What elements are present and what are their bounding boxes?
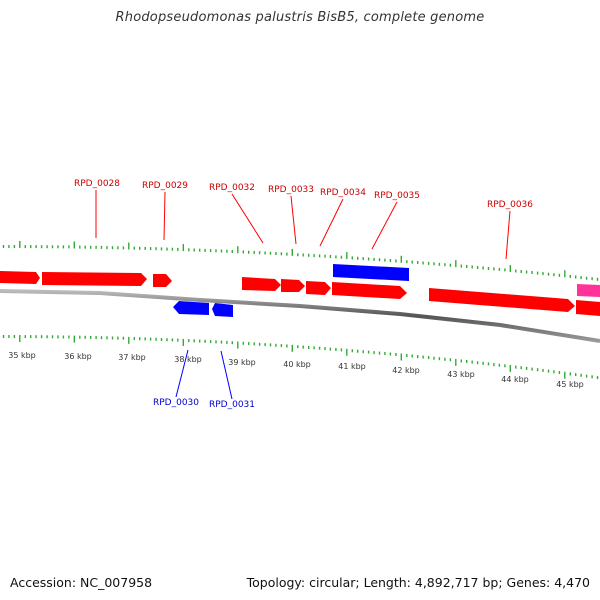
kbp-label: 36 kbp — [64, 352, 92, 361]
gene-feature-forward[interactable] — [306, 281, 331, 295]
kbp-scale-labels: 35 kbp 36 kbp 37 kbp 38 kbp 39 kbp 40 kb… — [8, 351, 584, 389]
gene-feature-forward[interactable] — [153, 274, 172, 287]
gene-feature-reverse[interactable] — [333, 264, 409, 281]
svg-text:RPD_0036: RPD_0036 — [487, 200, 533, 210]
gene-feature-forward[interactable] — [576, 300, 600, 316]
gene-label-rpd-0029[interactable]: RPD_0029 — [142, 181, 188, 241]
svg-text:RPD_0034: RPD_0034 — [320, 188, 366, 198]
gene-labels: RPD_0028 RPD_0029 RPD_0032 RPD_0033 RPD_… — [74, 179, 533, 410]
kbp-label: 39 kbp — [228, 358, 256, 367]
svg-text:RPD_0031: RPD_0031 — [209, 400, 255, 410]
kbp-label: 43 kbp — [447, 370, 475, 379]
gene-label-rpd-0035[interactable]: RPD_0035 — [371, 191, 420, 250]
svg-text:RPD_0035: RPD_0035 — [374, 191, 420, 201]
genome-title: Rhodopseudomonas palustris BisB5, comple… — [115, 10, 485, 25]
gene-label-rpd-0036[interactable]: RPD_0036 — [487, 200, 533, 260]
gene-label-rpd-0031[interactable]: RPD_0031 — [209, 350, 255, 410]
outer-tick-row — [2, 241, 599, 281]
gene-label-rpd-0028[interactable]: RPD_0028 — [74, 179, 120, 238]
svg-text:RPD_0033: RPD_0033 — [268, 185, 314, 195]
genome-stats-text: Topology: circular; Length: 4,892,717 bp… — [246, 575, 590, 590]
svg-text:RPD_0028: RPD_0028 — [74, 179, 120, 189]
kbp-label: 37 kbp — [118, 353, 146, 362]
gene-feature-forward[interactable] — [242, 277, 281, 291]
kbp-label: 35 kbp — [8, 351, 36, 360]
gene-feature-forward[interactable] — [429, 288, 575, 312]
reverse-strand-features — [173, 301, 233, 317]
kbp-label: 38 kbp — [174, 355, 202, 364]
gene-feature-reverse[interactable] — [173, 301, 209, 315]
gene-feature-forward[interactable] — [281, 279, 305, 292]
kbp-label: 42 kbp — [392, 366, 420, 375]
inner-tick-row — [2, 335, 599, 380]
kbp-label: 45 kbp — [556, 380, 584, 389]
svg-text:RPD_0032: RPD_0032 — [209, 183, 255, 193]
kbp-label: 41 kbp — [338, 362, 366, 371]
svg-text:RPD_0030: RPD_0030 — [153, 398, 199, 408]
kbp-label: 40 kbp — [283, 360, 311, 369]
gene-feature-forward[interactable] — [42, 272, 147, 286]
gene-label-rpd-0030[interactable]: RPD_0030 — [153, 349, 199, 408]
kbp-label: 44 kbp — [501, 375, 529, 384]
gene-feature-forward[interactable] — [0, 271, 40, 284]
gene-feature-reverse[interactable] — [212, 303, 233, 317]
gene-label-rpd-0033[interactable]: RPD_0033 — [268, 185, 314, 245]
forward-strand-features — [0, 264, 600, 316]
gene-label-rpd-0034[interactable]: RPD_0034 — [319, 188, 366, 247]
svg-text:RPD_0029: RPD_0029 — [142, 181, 188, 191]
gene-feature-forward[interactable] — [332, 282, 407, 299]
accession-text: Accession: NC_007958 — [10, 575, 153, 590]
gene-feature-other[interactable] — [577, 284, 600, 297]
genome-backbone — [0, 289, 600, 343]
gene-label-rpd-0032[interactable]: RPD_0032 — [209, 183, 264, 244]
